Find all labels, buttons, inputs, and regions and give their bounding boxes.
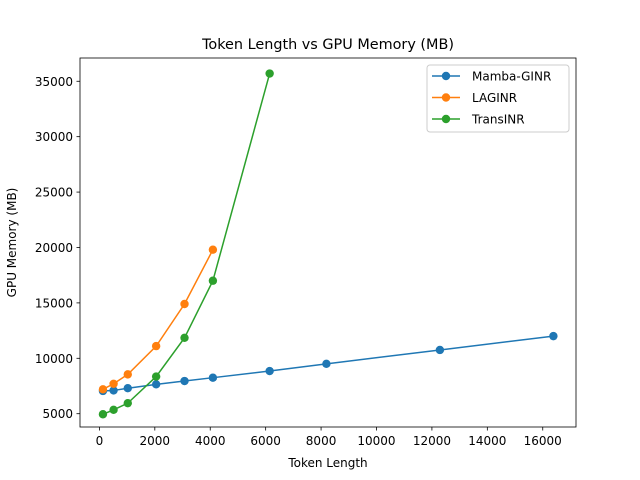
data-point-laginr [109, 379, 118, 388]
x-tick-label: 8000 [306, 434, 337, 448]
plot-area-frame [79, 57, 577, 428]
data-point-laginr [180, 299, 189, 309]
y-axis-label: GPU Memory (MB) [5, 188, 19, 298]
y-tick-label: 5000 [42, 407, 73, 421]
legend-label-transinr: TransINR [471, 113, 525, 127]
x-tick-label: 4000 [195, 434, 226, 448]
y-tick-label: 25000 [35, 186, 73, 200]
legend-marker-mamba-ginr [441, 71, 451, 81]
data-point-transinr [208, 276, 218, 285]
y-tick-label: 15000 [35, 296, 73, 310]
y-axis: 5000 10000 15000 20000 25000 30000 35000 [35, 75, 80, 421]
data-point-laginr [123, 370, 132, 379]
data-point-mamba-ginr [151, 380, 161, 389]
data-point-mamba-ginr [123, 384, 132, 393]
data-point-transinr [109, 405, 118, 415]
legend-label-laginr: LAGINR [472, 91, 517, 105]
data-point-mamba-ginr [109, 386, 118, 395]
y-tick-label: 35000 [35, 75, 73, 89]
data-point-transinr [151, 372, 161, 381]
x-tick-label: 14000 [468, 434, 506, 448]
data-point-laginr [208, 245, 218, 254]
data-point-laginr [98, 385, 108, 394]
y-tick-label: 30000 [35, 130, 73, 144]
data-point-transinr [98, 410, 108, 419]
data-point-transinr [265, 69, 274, 78]
y-tick-label: 20000 [35, 241, 73, 255]
legend-box [426, 64, 570, 133]
x-tick-label: 2000 [140, 434, 171, 448]
data-point-mamba-ginr [208, 373, 218, 382]
x-tick-label: 10000 [357, 434, 395, 448]
data-point-mamba-ginr [265, 366, 274, 376]
x-axis-label: Token Length [287, 456, 367, 470]
legend-marker-transinr [441, 114, 451, 124]
x-tick-label: 6000 [250, 434, 281, 448]
data-point-mamba-ginr [435, 345, 445, 355]
x-tick-label: 0 [96, 434, 104, 448]
y-tick-label: 10000 [35, 352, 73, 366]
data-point-mamba-ginr [549, 331, 558, 341]
plot-series [98, 69, 558, 419]
legend-marker-laginr [441, 93, 451, 102]
data-point-transinr [123, 398, 132, 408]
legend-label-mamba-ginr: Mamba-GINR [472, 70, 551, 84]
x-tick-label: 12000 [413, 434, 451, 448]
data-point-mamba-ginr [322, 359, 331, 369]
x-axis: 0 2000 4000 6000 8000 10000 12000 14000 16000 [96, 427, 562, 448]
chart-title: Token Length vs GPU Memory (MB) [201, 37, 454, 53]
data-point-transinr [180, 333, 189, 342]
data-point-mamba-ginr [180, 376, 189, 386]
x-tick-label: 16000 [524, 434, 562, 448]
series-line-mamba-ginr [102, 335, 554, 392]
legend: Mamba-GINR LAGINR TransINR [426, 64, 570, 133]
data-point-laginr [151, 341, 161, 351]
